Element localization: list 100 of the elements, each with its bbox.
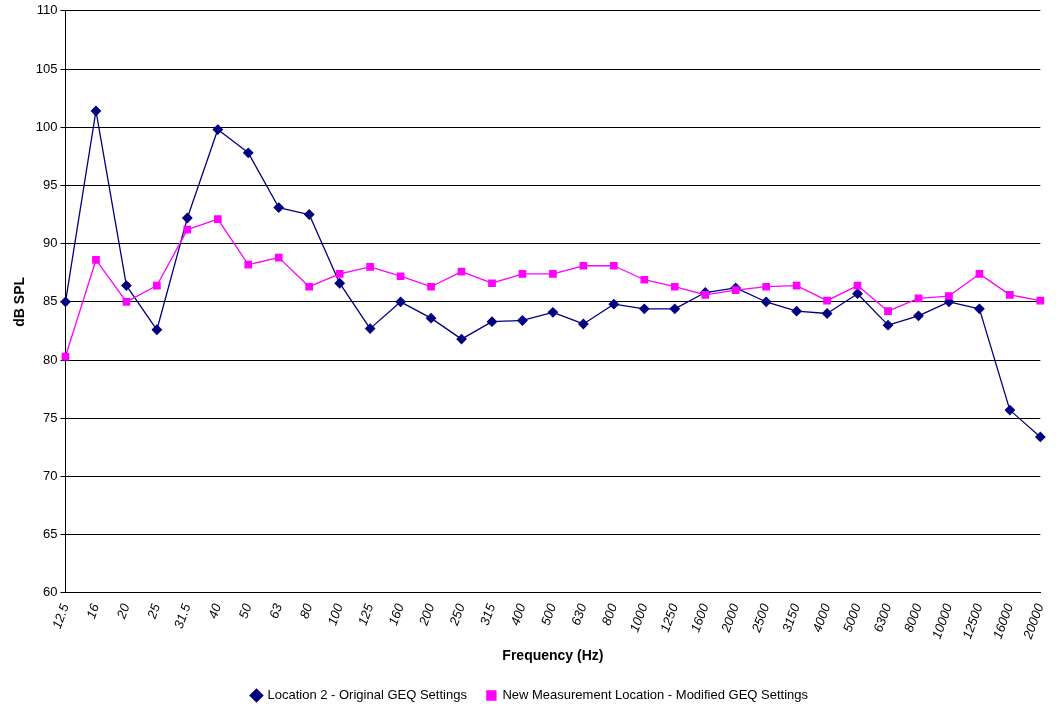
x-tick-label: 40 [204, 600, 225, 621]
x-tick-label: 500 [537, 600, 560, 628]
point [183, 225, 192, 234]
point [335, 270, 344, 278]
x-tick-label: 25 [143, 600, 164, 622]
point [670, 282, 679, 291]
point [701, 291, 710, 299]
y-tick-label: 80 [43, 351, 58, 367]
y-tick-label: 100 [35, 118, 58, 134]
x-axis-title: Frequency (Hz) [502, 647, 604, 664]
point [884, 307, 892, 315]
point [151, 324, 163, 335]
point [1036, 296, 1045, 305]
x-tick-label: 16 [83, 600, 103, 621]
y-tick-label: 60 [43, 584, 58, 600]
point [274, 253, 283, 262]
point [456, 333, 467, 345]
point [396, 272, 405, 281]
y-tick-label: 65 [43, 526, 58, 542]
point [90, 105, 102, 117]
legend-label: Location 2 - Original GEQ Settings [267, 687, 468, 703]
point [273, 202, 284, 213]
point [122, 298, 131, 306]
point [669, 303, 680, 314]
point [182, 212, 193, 224]
point [852, 288, 863, 299]
x-tick-label: 4000 [809, 600, 834, 634]
x-tick-label: 12500 [959, 600, 986, 641]
x-tick-label: 80 [296, 600, 316, 621]
point [395, 296, 406, 307]
point [913, 310, 924, 321]
x-tick-label: 400 [507, 600, 529, 628]
x-tick-label: 10000 [928, 600, 956, 641]
point [60, 296, 71, 307]
y-tick-label: 110 [36, 2, 58, 18]
y-tick-label: 105 [35, 60, 58, 76]
point [488, 279, 496, 288]
y-tick-label: 90 [43, 235, 58, 251]
point [425, 313, 437, 324]
point [364, 323, 376, 334]
y-tick-label: 85 [43, 293, 58, 309]
point [486, 316, 498, 327]
point [945, 292, 953, 300]
x-tick-label: 100 [324, 600, 347, 628]
point [882, 319, 894, 331]
point [547, 307, 559, 318]
point [974, 303, 985, 314]
x-tick-label: 16000 [989, 600, 1017, 641]
y-tick-label: 70 [43, 468, 58, 484]
point [579, 261, 588, 270]
x-tick-label: 250 [445, 600, 468, 629]
x-tick-label: 630 [568, 600, 590, 628]
x-tick-label: 20 [113, 600, 133, 622]
point [731, 286, 740, 295]
point [761, 296, 772, 307]
x-tick-label: 125 [354, 600, 377, 628]
point [1035, 431, 1046, 443]
point [153, 281, 161, 290]
point [121, 280, 132, 291]
x-tick-label: 20000 [1019, 600, 1047, 642]
point [244, 260, 253, 269]
x-tick-label: 31.5 [170, 600, 194, 631]
point [92, 256, 100, 264]
point [608, 299, 619, 310]
y-tick-label: 95 [43, 177, 58, 193]
x-tick-label: 2000 [717, 600, 743, 635]
point [975, 270, 984, 278]
x-tick-label: 6300 [870, 600, 895, 634]
legend-label: New Measurement Location - Modified GEQ Settings [502, 687, 809, 703]
point [305, 282, 314, 291]
point [518, 270, 527, 278]
point [304, 209, 315, 220]
x-tick-label: 3150 [778, 600, 804, 634]
x-tick-label: 1600 [687, 600, 712, 634]
x-tick-label: 160 [385, 600, 408, 628]
point [578, 318, 589, 330]
point [334, 278, 345, 289]
point [639, 303, 650, 314]
x-tick-label: 5000 [839, 600, 865, 634]
x-tick-label: 50 [235, 600, 255, 621]
x-tick-label: 8000 [900, 600, 925, 634]
point [1006, 291, 1014, 299]
x-tick-label: 63 [265, 600, 286, 621]
point [823, 296, 831, 305]
x-tick-label: 315 [476, 600, 499, 628]
point [243, 147, 254, 158]
point [517, 315, 528, 326]
point [549, 270, 557, 278]
point [1004, 404, 1016, 416]
point [762, 282, 770, 291]
point [366, 263, 374, 271]
point [213, 215, 222, 224]
point [427, 282, 435, 291]
point [791, 306, 802, 317]
x-tick-label: 12.5 [48, 600, 72, 631]
point [640, 275, 649, 284]
x-tick-label: 1250 [657, 600, 682, 634]
x-tick-label: 1000 [626, 600, 651, 634]
x-tick-label: 800 [598, 600, 621, 628]
x-tick-label: 2500 [748, 600, 773, 635]
